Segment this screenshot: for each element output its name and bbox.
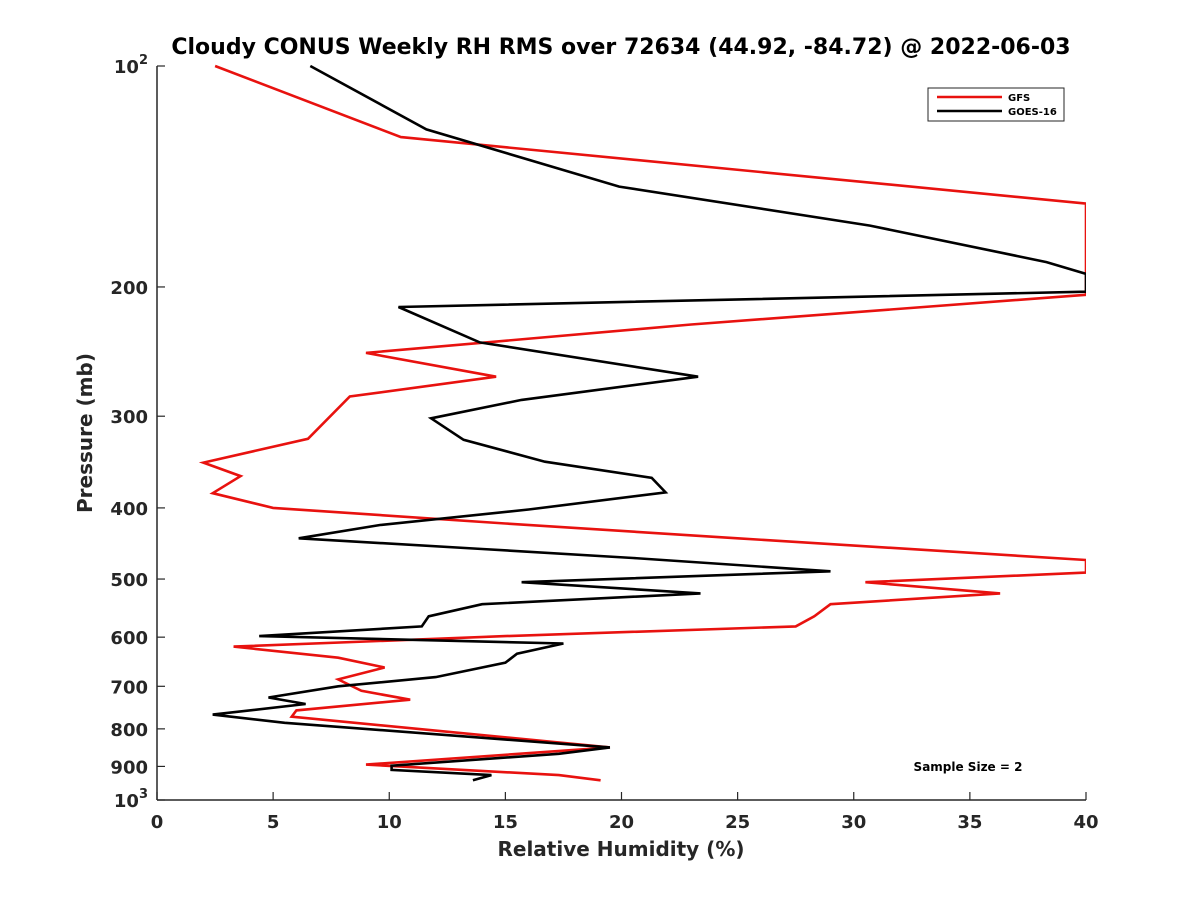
y-tick-label: 300 bbox=[110, 407, 148, 428]
x-tick-label: 35 bbox=[957, 812, 982, 833]
x-tick-label: 15 bbox=[493, 812, 518, 833]
y-tick-label: 800 bbox=[110, 720, 148, 741]
x-axis-label: Relative Humidity (%) bbox=[497, 837, 744, 861]
y-tick-label: 700 bbox=[110, 677, 148, 698]
y-tick-label: 600 bbox=[110, 628, 148, 649]
y-tick-label: 103 bbox=[114, 787, 148, 812]
x-tick-label: 40 bbox=[1073, 812, 1098, 833]
y-tick-label: 500 bbox=[110, 570, 148, 591]
plot-area bbox=[198, 64, 1086, 782]
legend-label-gfs: GFS bbox=[1008, 93, 1030, 104]
series-line-gfs bbox=[198, 64, 1086, 782]
chart-title: Cloudy CONUS Weekly RH RMS over 72634 (4… bbox=[171, 35, 1070, 60]
x-tick-label: 20 bbox=[609, 812, 634, 833]
x-tick-label: 0 bbox=[151, 812, 164, 833]
y-tick-label: 900 bbox=[110, 757, 148, 778]
y-tick-label: 200 bbox=[110, 278, 148, 299]
y-axis-label: Pressure (mb) bbox=[73, 353, 97, 513]
x-tick-label: 10 bbox=[377, 812, 402, 833]
sample-size-annotation: Sample Size = 2 bbox=[914, 760, 1023, 774]
y-tick-label: 102 bbox=[114, 53, 148, 78]
series-line-goes16 bbox=[212, 64, 1086, 782]
x-axis-ticks: 0 5 10 15 20 25 30 35 40 bbox=[151, 792, 1099, 833]
x-tick-label: 5 bbox=[267, 812, 280, 833]
y-axis-ticks: 102 200 300 400 500 600 700 800 900 103 bbox=[110, 53, 165, 812]
y-tick-label: 400 bbox=[110, 499, 148, 520]
legend-label-goes16: GOES-16 bbox=[1008, 107, 1057, 118]
x-tick-label: 30 bbox=[841, 812, 866, 833]
x-tick-label: 25 bbox=[725, 812, 750, 833]
legend: GFS GOES-16 bbox=[927, 87, 1065, 122]
legend-box bbox=[927, 87, 1065, 122]
